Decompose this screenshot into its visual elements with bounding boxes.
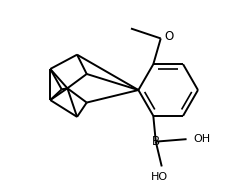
Text: HO: HO (151, 172, 168, 182)
Text: B: B (152, 135, 160, 148)
Text: O: O (164, 30, 173, 43)
Text: OH: OH (194, 134, 211, 144)
